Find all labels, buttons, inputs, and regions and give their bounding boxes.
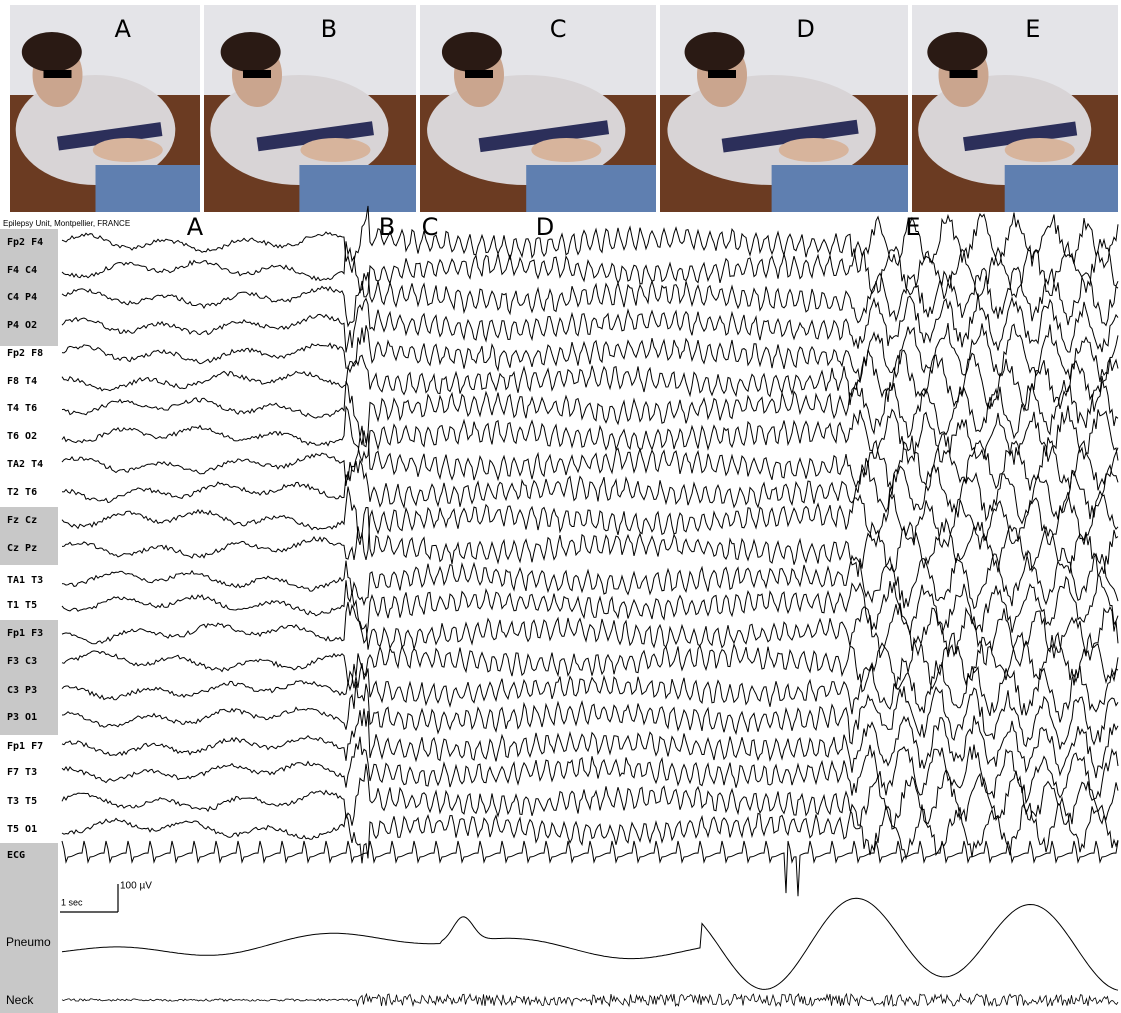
channel-label: Fp2 F8 [7,348,43,359]
scale-amplitude: 100 µV [120,881,152,892]
channel-label: TA1 T3 [7,575,43,586]
photo-label: B [321,15,337,43]
photo-label: E [1025,15,1040,43]
arm [300,138,371,162]
header: Epilepsy Unit, Montpellier, FRANCE [3,219,130,228]
scale-time: 1 sec [61,897,83,907]
channel-label: C3 P3 [7,685,37,696]
channel-label: F8 T4 [7,376,37,387]
hair [441,32,502,72]
hair [220,32,281,72]
eeg-trace [61,681,1119,750]
belt [56,122,163,151]
channel-label: T3 T5 [7,796,37,807]
hair [684,32,745,72]
jeans [526,165,656,212]
eye-bar [43,70,72,78]
eye-bar [949,70,978,78]
channel-label: ECG [7,850,25,861]
arm [778,138,849,162]
eeg-trace [61,506,1119,579]
photo-label: C [550,15,567,43]
eeg-trace [61,547,1119,610]
channel-label: TA2 T4 [7,459,43,470]
event-marker: A [187,213,204,241]
belt [256,121,374,152]
photo: E [912,5,1118,212]
channel-label: P3 O1 [7,712,37,723]
jeans [299,165,416,212]
channel-label: F3 C3 [7,656,37,667]
eeg-trace [61,405,1119,466]
channel-label: Fp1 F3 [7,628,43,639]
channel-label: F7 T3 [7,767,37,778]
band [0,620,58,735]
channel-label: Cz Pz [7,543,37,554]
hair [21,32,82,72]
eeg-trace [61,763,1119,830]
band [0,229,58,346]
channel-label: T6 O2 [7,431,37,442]
neck-label: Neck [6,993,34,1007]
eeg-trace [61,205,1119,274]
channel-label: T5 O1 [7,824,37,835]
eeg-trace [61,840,1119,897]
photo-label: D [796,15,814,43]
eye-bar [708,70,736,78]
arm [531,138,602,162]
pneumo-trace [61,897,1119,991]
eeg-trace [61,323,1119,383]
jeans [95,165,200,212]
photo-label: A [115,15,132,43]
hair [927,32,988,72]
band [0,507,58,565]
eeg-trace [61,349,1119,412]
belt [963,121,1078,152]
pneumo-label: Pneumo [6,935,51,949]
photo: C [420,5,656,212]
event-marker: D [536,213,554,241]
eeg-trace [61,486,1119,561]
jeans [1004,165,1118,212]
channel-label: F4 C4 [7,265,37,276]
channel-label: T2 T6 [7,487,37,498]
channel-label: Fz Cz [7,515,37,526]
eeg-trace [61,266,1119,328]
photo: B [204,5,416,212]
channel-label: C4 P4 [7,292,37,303]
event-marker: E [905,213,920,241]
neck-trace [61,992,1119,1008]
jeans [771,165,908,212]
channel-label: P4 O2 [7,320,37,331]
eeg-trace [61,430,1119,493]
channel-label: Fp1 F7 [7,741,43,752]
belt [721,119,859,153]
channel-label: Fp2 F4 [7,237,43,248]
eeg-trace [61,601,1119,668]
eeg-trace [61,237,1119,300]
label-bands [0,229,58,1013]
eeg-trace [61,458,1119,525]
photo: D [660,5,908,212]
eeg-trace [61,736,1119,805]
photo: A [10,5,200,212]
arm [1004,138,1075,162]
belt [478,120,610,153]
eeg-trace [61,376,1119,448]
event-marker: C [422,213,439,241]
eeg-trace [61,653,1119,723]
eeg-trace [61,708,1119,779]
channel-label: T1 T5 [7,600,37,611]
band [0,843,58,1013]
eye-bar [243,70,271,78]
arm [92,138,163,162]
eeg-trace [61,573,1119,645]
channel-label: T4 T6 [7,403,37,414]
eeg-trace [61,293,1119,353]
eye-bar [465,70,493,78]
